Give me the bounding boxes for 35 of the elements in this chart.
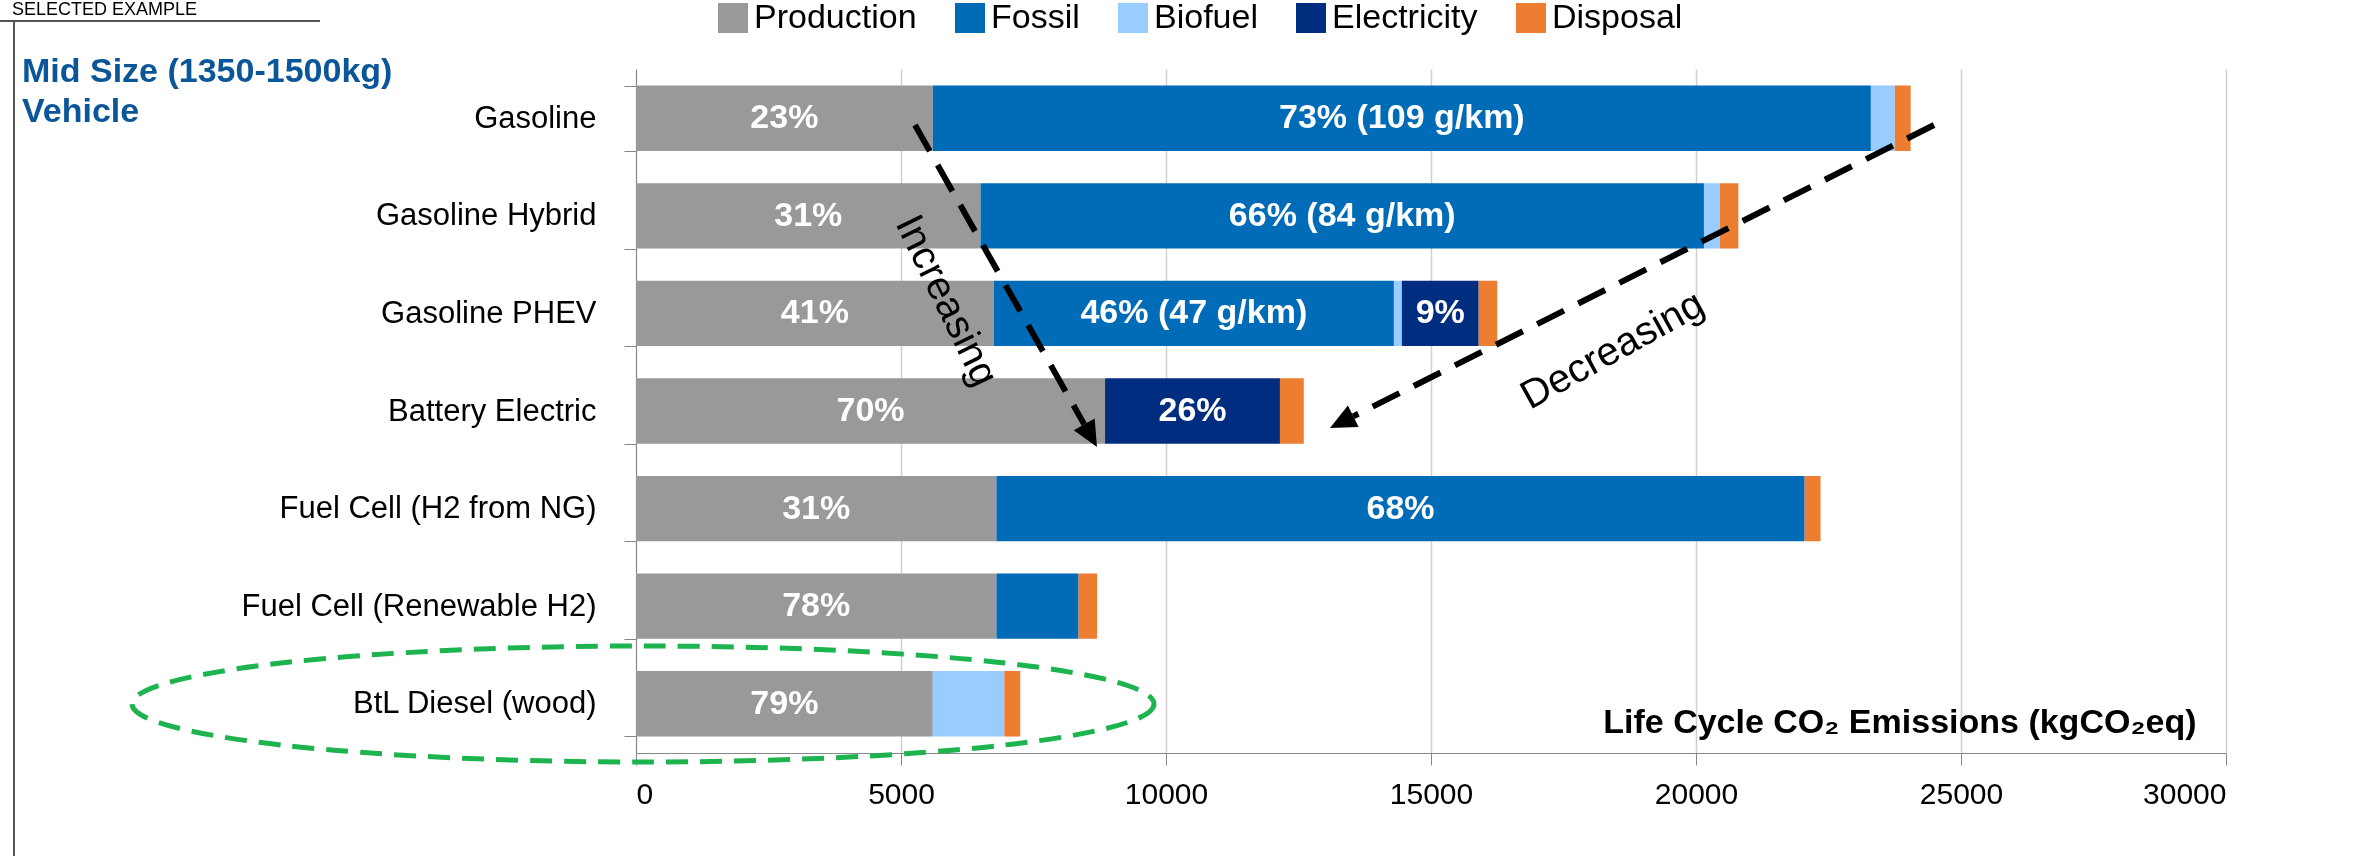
y-tick-label: Fuel Cell (H2 from NG) [279,490,597,526]
annotation: 23% [750,97,819,136]
y-tick-label: Fuel Cell (Renewable H2) [241,587,597,623]
y-tick-label: BtL Diesel (wood) [352,685,597,721]
x-tick-label: 10000 [1124,776,1209,810]
x-tick-label: 5000 [868,776,935,810]
text: Mid Size (1350-1500kg) Vehicle [22,50,394,130]
y-tick-label: Gasoline Hybrid [375,197,597,233]
legend-label: Production [754,0,917,35]
legend-label: Disposal [1552,0,1683,35]
y-tick-label: Gasoline PHEV [381,294,597,330]
x-tick-label: 20000 [1654,776,1739,810]
x-axis-title: Life Cycle CO₂ Emissions (kgCO₂eq) [1603,701,2197,740]
annotation: 78% [782,585,851,624]
annotation: 31% [782,487,851,526]
annotation: 41% [780,292,849,331]
annotation: 9% [1415,292,1465,331]
x-tick-label: 15000 [1389,776,1474,810]
annotation: 70% [836,390,905,428]
annotation: 31% [774,194,843,233]
annotation: 46% (47 g/km) [1080,292,1308,331]
x-tick-label: 30000 [2143,776,2227,810]
x-tick-label: 25000 [1919,776,2004,810]
annotation: 79% [750,682,819,721]
y-tick-label: Battery Electric [388,392,597,428]
annotation: 73% (109 g/km) [1279,97,1525,136]
legend-label: Electricity [1332,0,1478,35]
y-tick-label: Gasoline [474,99,597,135]
annotation: 26% [1158,390,1227,428]
legend-label: Fossil [991,0,1080,35]
legend-label: Biofuel [1154,0,1258,35]
annotation: 66% (84 g/km) [1228,194,1456,233]
x-tick-label: 0 [636,776,654,810]
text: SELECTED EXAMPLE [12,0,198,19]
annotation: 68% [1366,487,1435,526]
